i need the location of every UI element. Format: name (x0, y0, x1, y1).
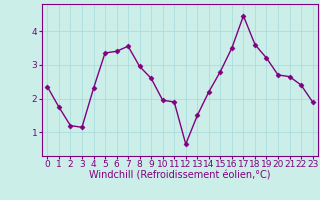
X-axis label: Windchill (Refroidissement éolien,°C): Windchill (Refroidissement éolien,°C) (89, 171, 271, 181)
